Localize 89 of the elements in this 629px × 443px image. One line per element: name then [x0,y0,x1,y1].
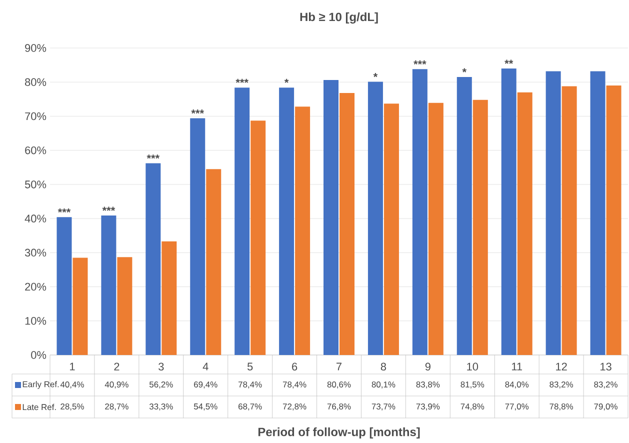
annotation: *** [191,110,204,114]
x-tick-label: 1 [70,362,75,370]
data-label: 69,4% [194,381,218,388]
x-axis-title: Period of follow-up [months] [258,427,420,439]
bar [501,68,516,355]
bar [340,93,355,355]
annotation: * [284,78,289,83]
y-tick-label: 40% [24,214,46,222]
data-label: 40,9% [104,381,128,388]
annotation: *** [414,60,426,64]
x-tick-label: 2 [114,362,120,370]
x-tick-label: 4 [202,362,208,370]
bar [472,100,488,355]
bar [368,82,383,355]
data-label: 33,3% [149,403,173,410]
y-tick-label: 30% [24,248,46,257]
annotation: ** [504,60,514,64]
bar [546,71,561,355]
data-label: 73,7% [372,403,396,410]
y-tick-label: 60% [25,146,46,154]
data-label: 78,8% [550,403,574,410]
annotation: *** [146,154,160,159]
data-label: 54,5% [194,404,218,410]
data-label: 56,2% [150,381,173,388]
data-label: 77,0% [505,403,529,410]
y-tick-label: 50% [24,180,46,188]
data-label: 28,5% [60,403,84,410]
x-tick-label: 8 [380,362,386,371]
data-label: 83,2% [594,381,618,388]
data-label: 84,0% [505,381,529,388]
bar [295,106,310,355]
y-tick-label: 80% [25,78,46,86]
chart-title: Hb ≥ 10 [g/dL] [300,12,378,24]
y-tick-label: 70% [25,112,46,120]
data-label: 74,8% [460,403,484,410]
x-tick-label: 13 [600,362,612,371]
bar [384,104,399,355]
bar [250,120,266,355]
bar [279,88,294,355]
bar [562,86,577,355]
y-tick-label: 0% [31,351,46,359]
x-tick-label: 7 [336,362,342,370]
bar [56,217,72,355]
y-tick-label: 20% [25,282,46,291]
bar [146,163,161,355]
annotation: * [373,73,378,78]
data-label: 78,4% [282,381,306,388]
annotation: *** [58,208,71,213]
x-tick-label: 12 [556,362,567,370]
bar [590,71,606,355]
legend-label: Late Ref. [22,404,56,410]
bar [234,88,250,355]
data-label: 80,1% [372,381,396,388]
bar [162,241,177,355]
x-tick-label: 5 [247,362,253,370]
data-label: 80,6% [327,381,351,388]
y-tick-label: 90% [25,44,46,52]
bar [206,169,222,355]
bar [412,69,428,355]
data-label: 28,7% [105,403,128,410]
bar [517,92,532,355]
bar [117,257,132,355]
bar [606,86,622,355]
annotation: *** [102,206,116,211]
bar [324,80,339,355]
x-tick-label: 6 [292,362,298,371]
x-tick-label: 11 [512,362,522,370]
x-tick-label: 10 [467,362,478,371]
data-label: 83,8% [416,381,440,388]
data-label: 76,8% [327,403,351,410]
data-label: 78,4% [238,381,262,388]
bar [456,76,472,355]
bar [101,215,116,355]
x-tick-label: 9 [425,362,430,371]
data-label: 83,2% [550,381,574,388]
data-label: 81,5% [460,381,484,388]
annotation: * [462,68,467,72]
data-label: 72,8% [282,403,306,410]
bar [428,102,444,355]
data-label: 73,9% [416,403,440,410]
legend-label: Early Ref. [22,381,59,389]
annotation: *** [236,78,248,83]
x-tick-label: 3 [158,362,164,371]
data-label: 68,7% [238,403,262,410]
bar [190,118,206,355]
data-label: 40,4% [60,381,84,388]
bar [72,258,88,355]
y-tick-label: 10% [25,317,46,325]
data-label: 79,0% [594,403,618,410]
